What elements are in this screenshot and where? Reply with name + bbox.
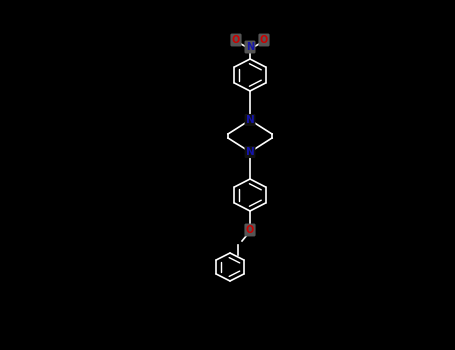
Text: N: N	[246, 115, 254, 125]
Text: O: O	[232, 35, 240, 45]
Text: O: O	[246, 225, 254, 235]
Text: N: N	[246, 42, 254, 52]
Text: O: O	[260, 35, 268, 45]
Text: N: N	[246, 147, 254, 157]
